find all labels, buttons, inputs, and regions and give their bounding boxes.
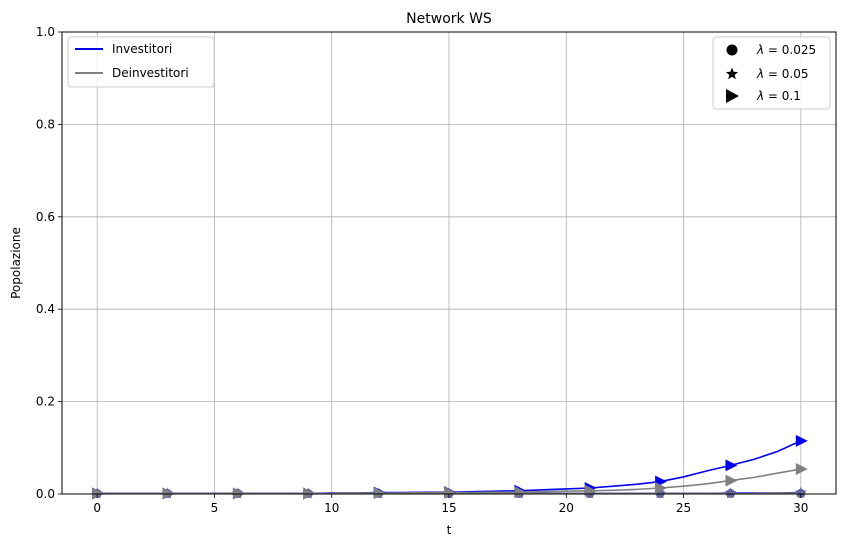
series-markers [91,435,807,500]
legend-label-lambda-0025: λ = 0.025 [756,43,816,57]
x-tick-label: 0 [93,501,101,515]
x-axis-label: t [447,523,452,537]
y-tick-label: 0.6 [36,210,55,224]
x-tick-label: 10 [324,501,339,515]
x-tick-label: 25 [676,501,691,515]
series-marker-triangle-right [796,463,808,475]
y-axis: 0.0 0.2 0.4 0.6 0.8 1.0 [36,25,62,501]
legend-marker: λ = 0.025 λ = 0.05 λ = 0.1 [713,37,830,109]
legend-label-investitori: Investitori [112,42,172,56]
legend-label-deinvestitori: Deinvestitori [112,66,189,80]
y-tick-label: 0.8 [36,117,55,131]
y-tick-label: 0.0 [36,487,55,501]
legend-label-lambda-01: λ = 0.1 [756,89,801,103]
y-tick-label: 1.0 [36,25,55,39]
series-marker-triangle-right [725,475,737,487]
legend-color: Investitori Deinvestitori [68,37,214,87]
x-tick-label: 20 [559,501,574,515]
legend-circle-icon [727,45,738,56]
legend-label-lambda-005: λ = 0.05 [756,67,809,81]
y-axis-label: Popolazione [9,227,23,299]
series-marker-triangle-right [796,435,808,447]
x-tick-label: 15 [441,501,456,515]
x-tick-label: 30 [793,501,808,515]
x-tick-label: 5 [211,501,219,515]
y-tick-label: 0.4 [36,302,55,316]
chart-title: Network WS [406,11,492,27]
series-marker-triangle-right [725,459,737,471]
y-tick-label: 0.2 [36,395,55,409]
